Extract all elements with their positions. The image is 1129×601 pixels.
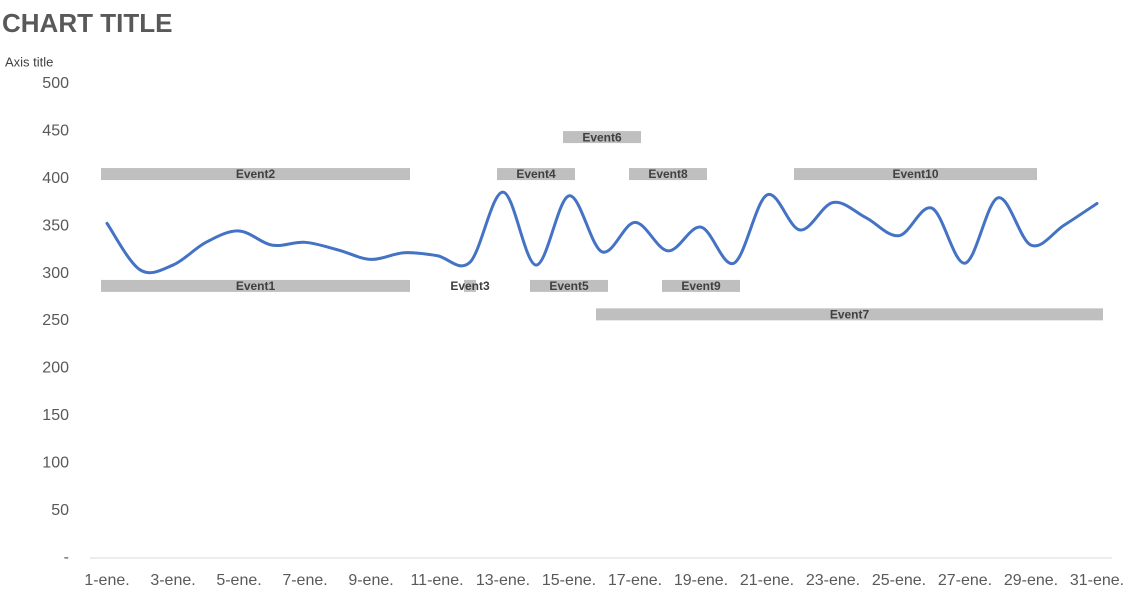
event-bar — [662, 279, 740, 292]
event-bar — [464, 279, 476, 292]
y-axis-title: Axis title — [5, 54, 53, 69]
event-bar — [563, 131, 641, 144]
data-line — [105, 190, 1099, 275]
x-tick-label: 17-ene. — [608, 572, 662, 589]
event-label: Event1 — [236, 279, 276, 293]
y-tick-label: 350 — [42, 217, 69, 234]
x-tick-label: 21-ene. — [740, 572, 794, 589]
x-tick-label: 13-ene. — [476, 572, 530, 589]
event-label: Event2 — [236, 167, 276, 181]
y-tick-label: 200 — [42, 360, 69, 377]
event-label: Event7 — [830, 308, 870, 322]
x-tick-label: 31-ene. — [1070, 572, 1124, 589]
x-tick-label: 9-ene. — [348, 572, 393, 589]
y-tick-label: 150 — [42, 407, 69, 424]
x-tick-label: 1-ene. — [84, 572, 129, 589]
y-tick-label: 250 — [42, 312, 69, 329]
event-bar — [794, 168, 1037, 181]
y-tick-label: - — [64, 549, 69, 566]
y-tick-label: 100 — [42, 454, 69, 471]
event-label: Event4 — [516, 167, 556, 181]
x-tick-label: 11-ene. — [410, 572, 463, 589]
y-tick-label: 400 — [42, 170, 69, 187]
x-tick-label: 25-ene. — [872, 572, 926, 589]
event-bar — [530, 279, 608, 292]
event-label: Event6 — [582, 130, 622, 144]
event-bar — [101, 168, 410, 181]
event-label: Event9 — [681, 279, 721, 293]
x-tick-label: 5-ene. — [216, 572, 261, 589]
y-tick-label: 450 — [42, 123, 69, 140]
chart-title: CHART TITLE — [2, 8, 172, 38]
x-tick-label: 19-ene. — [674, 572, 728, 589]
x-tick-label: 29-ene. — [1004, 572, 1058, 589]
x-tick-label: 27-ene. — [938, 572, 992, 589]
y-tick-label: 500 — [42, 75, 69, 92]
x-tick-label: 3-ene. — [150, 572, 195, 589]
y-tick-label: 300 — [42, 265, 69, 282]
y-tick-label: 50 — [51, 502, 69, 519]
x-tick-label: 15-ene. — [542, 572, 596, 589]
event-label: Event5 — [549, 279, 589, 293]
event-bar — [497, 168, 575, 181]
event-bar — [596, 308, 1103, 321]
event-label: Event8 — [648, 167, 688, 181]
x-tick-label: 7-ene. — [282, 572, 327, 589]
event-bar — [101, 279, 410, 292]
event-bar — [629, 168, 707, 181]
event-label: Event3 — [450, 279, 490, 293]
x-tick-label: 23-ene. — [806, 572, 860, 589]
event-label: Event10 — [892, 167, 938, 181]
